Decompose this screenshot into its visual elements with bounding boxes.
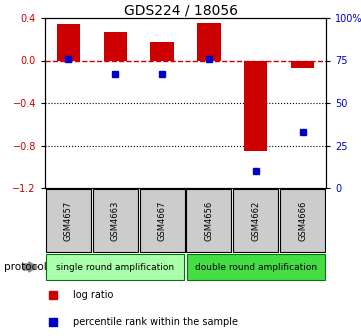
Bar	[197, 23, 221, 60]
Bar	[233, 189, 278, 252]
Text: GSM4666: GSM4666	[298, 200, 307, 241]
Bar	[186, 189, 231, 252]
Text: GSM4656: GSM4656	[204, 200, 213, 241]
Text: double round amplification: double round amplification	[195, 262, 317, 271]
Bar	[280, 189, 325, 252]
Bar	[187, 254, 325, 280]
Bar	[46, 189, 91, 252]
Text: GSM4657: GSM4657	[64, 200, 73, 241]
Bar	[244, 60, 268, 151]
Text: percentile rank within the sample: percentile rank within the sample	[73, 317, 238, 327]
Text: log ratio: log ratio	[73, 290, 113, 300]
Text: GDS224 / 18056: GDS224 / 18056	[123, 4, 238, 18]
Text: protocol: protocol	[4, 262, 46, 272]
Text: GSM4662: GSM4662	[251, 200, 260, 241]
Text: single round amplification: single round amplification	[56, 262, 174, 271]
Bar	[104, 32, 127, 60]
Bar	[151, 42, 174, 60]
Text: GSM4663: GSM4663	[111, 200, 120, 241]
Text: GSM4667: GSM4667	[158, 200, 166, 241]
Bar	[139, 189, 185, 252]
Bar	[291, 60, 314, 68]
Bar	[57, 25, 80, 60]
Bar	[93, 189, 138, 252]
Bar	[47, 254, 184, 280]
